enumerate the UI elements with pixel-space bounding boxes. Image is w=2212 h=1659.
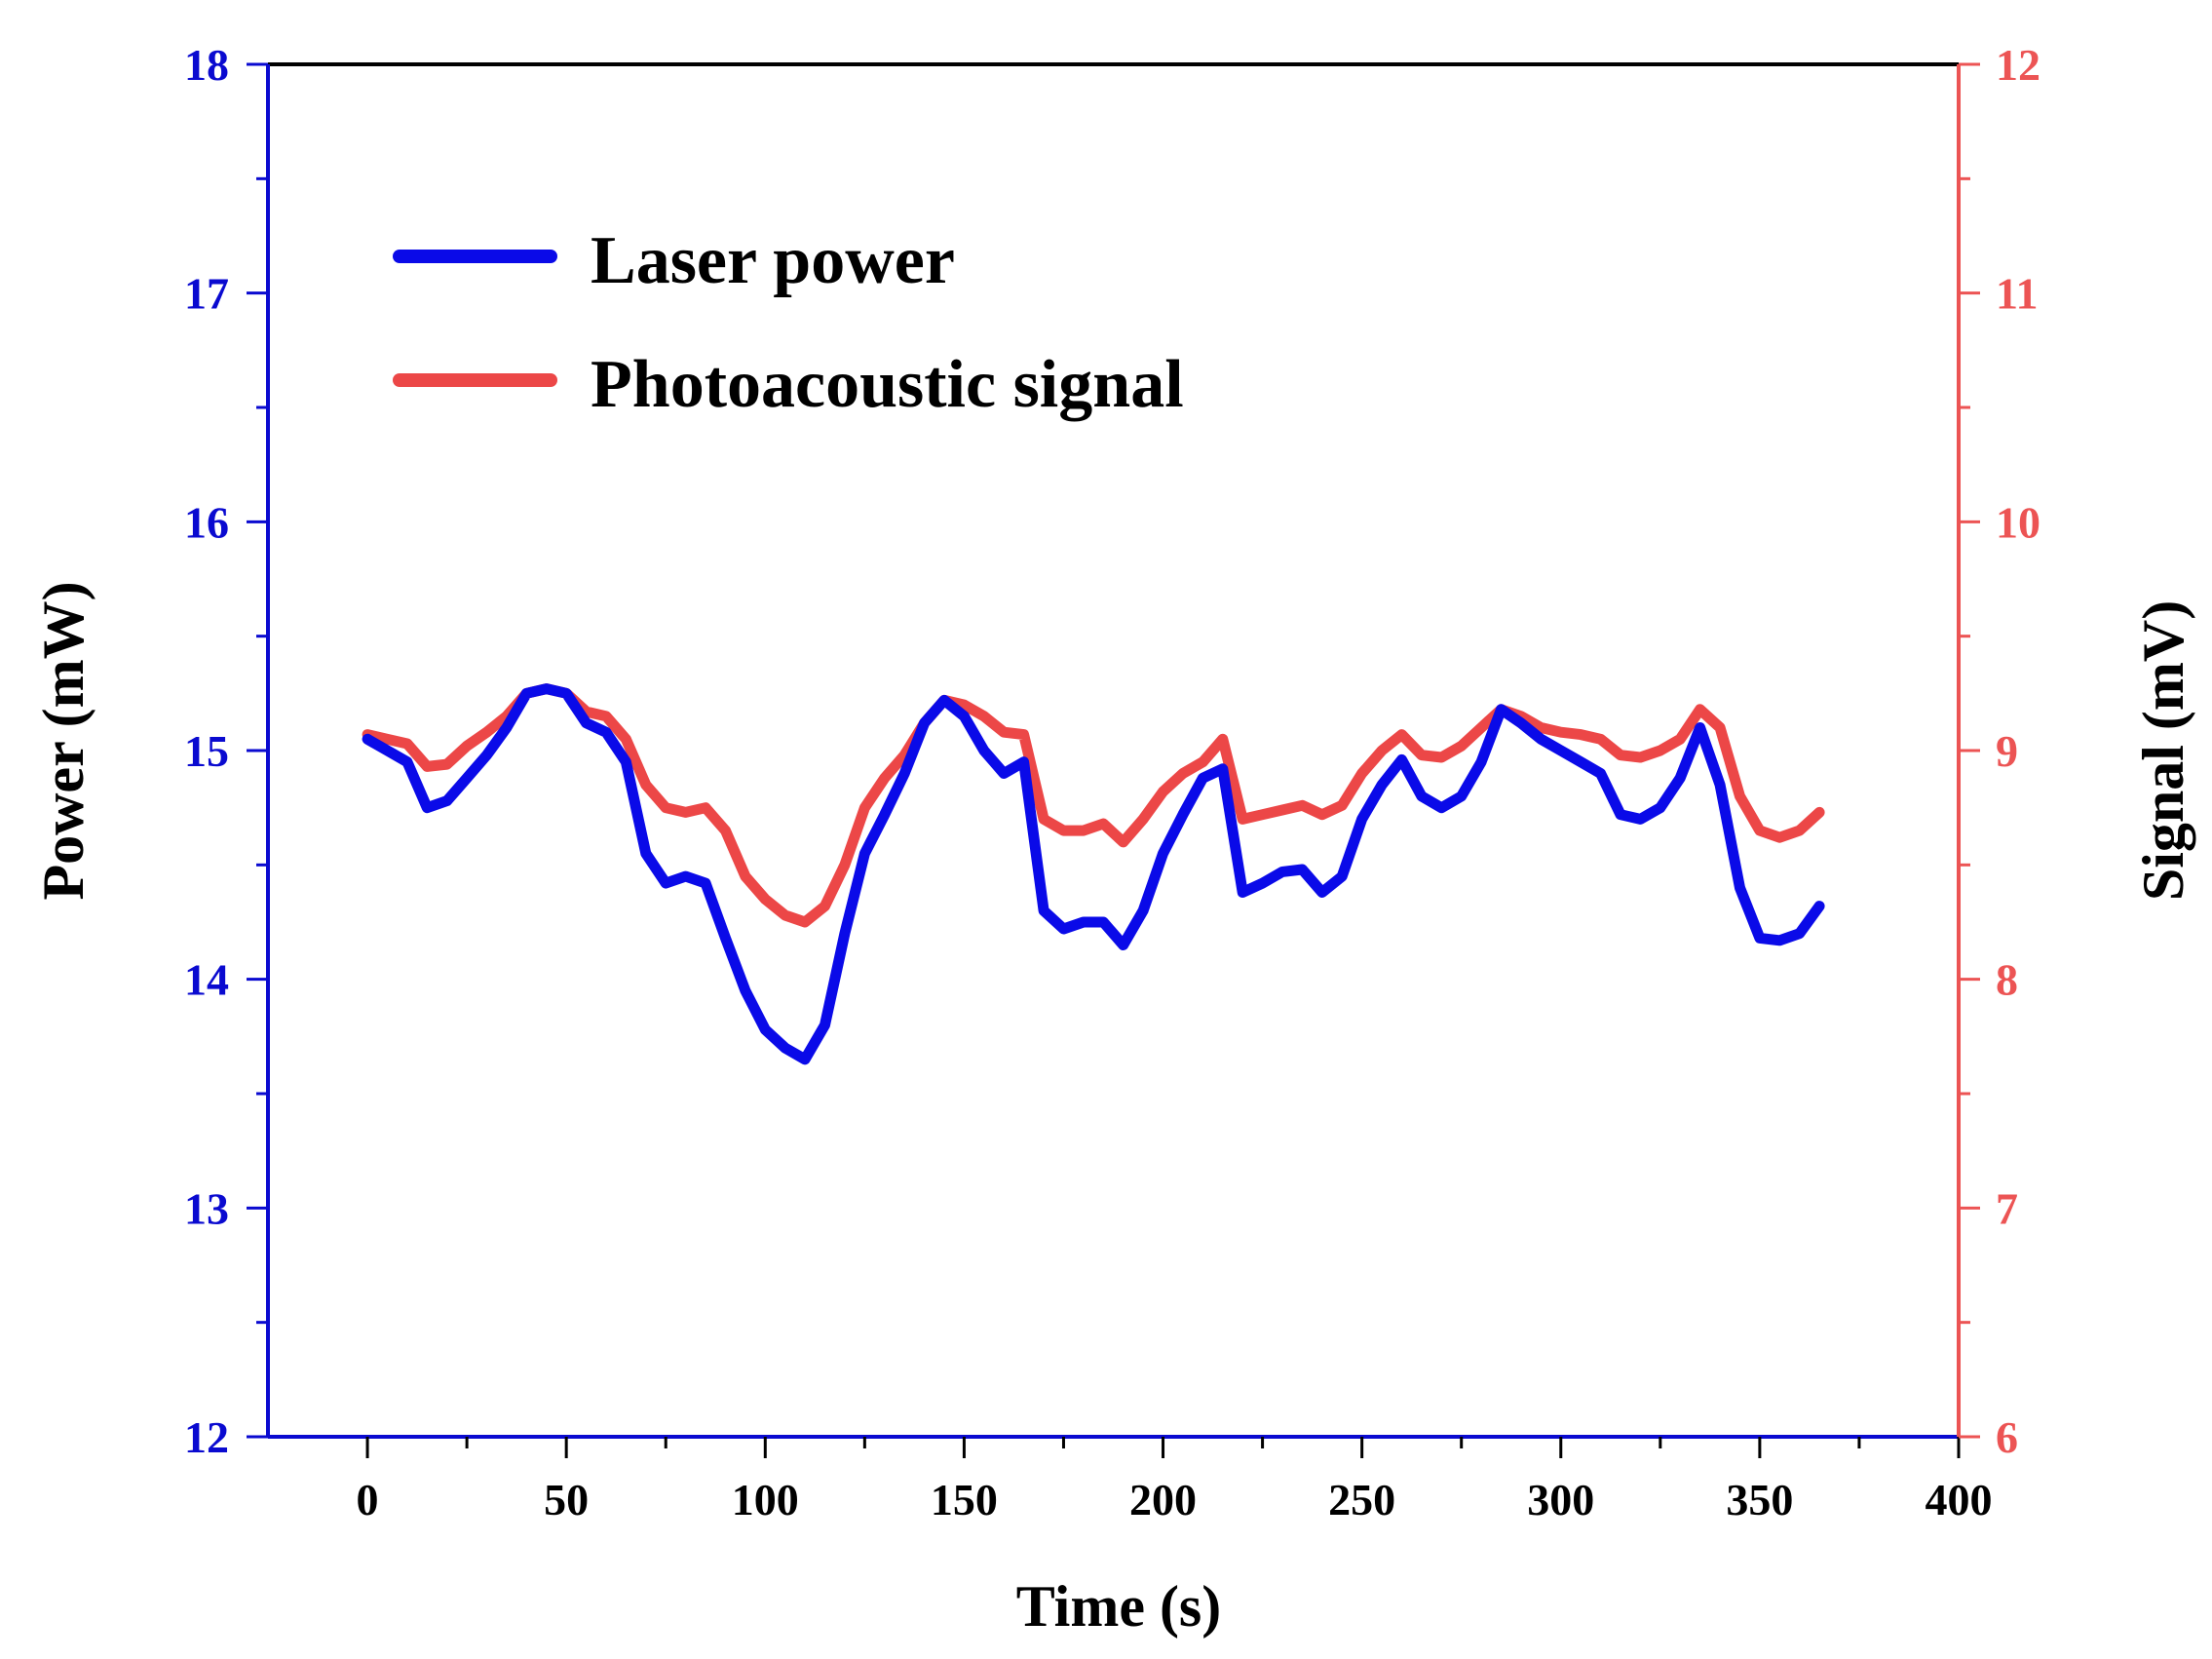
left-y-tick-label: 17 [184,269,229,319]
left-y-tick-label: 16 [184,497,229,547]
right-y-tick-label: 11 [1996,269,2038,319]
series-line-photoacoustic-signal [362,683,1825,928]
x-tick-label: 250 [1328,1475,1395,1524]
series-line-laser-power [362,683,1825,1065]
x-tick-label: 50 [544,1475,589,1524]
series-lines [362,683,1825,1065]
x-tick-label: 100 [732,1475,799,1524]
x-tick-label: 0 [357,1475,379,1524]
right-y-tick-label: 12 [1996,40,2040,90]
x-tick-label: 350 [1726,1475,1793,1524]
axes: 0 50 100 150 200 250 300 350 400 12 13 14 15 16 17 18 6 7… [184,40,2040,1524]
right-y-tick-label: 7 [1996,1183,2018,1233]
left-y-tick-label: 12 [184,1412,229,1462]
x-tick-label: 400 [1926,1475,1993,1524]
left-y-tick-label: 13 [184,1183,229,1233]
left-y-tick-label: 18 [184,40,229,90]
x-tick-label: 200 [1129,1475,1197,1524]
right-y-tick-label: 8 [1996,955,2018,1005]
legend-label-laser-power: Laser power [591,223,955,298]
left-y-tick-label: 14 [184,955,229,1005]
left-y-tick-label: 15 [184,726,229,776]
right-y-tick-label: 10 [1996,497,2040,547]
right-y-tick-label: 9 [1996,726,2018,776]
x-axis-title: Time (s) [1016,1574,1222,1639]
legend-label-photoacoustic-signal: Photoacoustic signal [591,347,1184,422]
x-tick-label: 300 [1527,1475,1594,1524]
right-y-tick-label: 6 [1996,1412,2018,1462]
x-tick-label: 150 [931,1475,998,1524]
right-axis-title: Signal (mV) [2131,600,2195,901]
legend: Laser power Photoacoustic signal [393,223,1184,422]
left-axis-title: Power (mW) [31,581,95,900]
